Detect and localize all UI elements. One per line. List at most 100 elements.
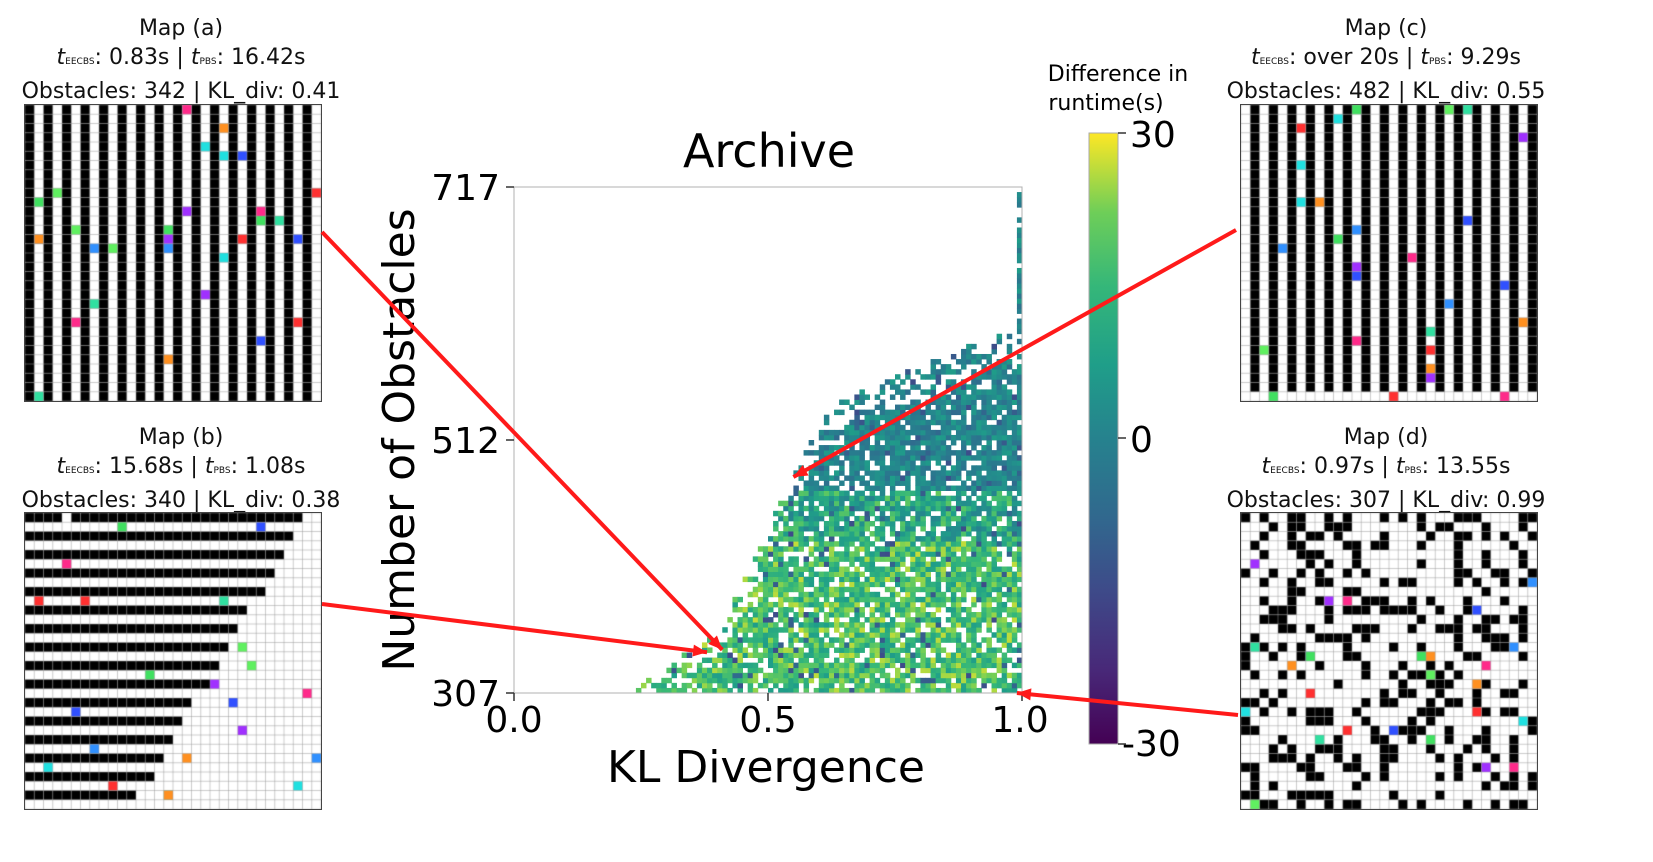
heatmap-cell [991, 379, 997, 385]
heatmap-cell [900, 510, 906, 517]
heatmap-cell [925, 409, 931, 416]
heatmap-cell [1016, 520, 1023, 527]
heatmap-cell [707, 687, 713, 694]
heatmap-cell [808, 475, 815, 481]
heatmap-cell [925, 677, 931, 684]
heatmap-cell [940, 419, 947, 426]
heatmap-cell [940, 404, 947, 411]
heatmap-cell [686, 652, 693, 658]
heatmap-cell [762, 576, 769, 583]
heatmap-cell [915, 440, 921, 446]
heatmap-cell [854, 470, 860, 476]
heatmap-cell [793, 556, 799, 562]
heatmap-cell [1001, 485, 1008, 491]
heatmap-cell [788, 662, 794, 669]
heatmap-cell [737, 672, 743, 679]
heatmap-cell [961, 541, 967, 547]
heatmap-cell [864, 576, 870, 583]
heatmap-cell [869, 531, 876, 537]
heatmap-cell [935, 601, 942, 608]
heatmap-cell [1011, 536, 1018, 542]
heatmap-cell [905, 369, 911, 375]
heatmap-cell [864, 632, 870, 638]
heatmap-cell [818, 601, 825, 608]
heatmap-cell [803, 505, 810, 512]
heatmap-cell [773, 526, 779, 532]
heatmap-cell [961, 455, 967, 461]
heatmap-cell [889, 409, 896, 416]
heatmap-cell [808, 561, 815, 567]
heatmap-cell [839, 490, 845, 497]
heatmap-cell [905, 460, 911, 466]
heatmap-cell [1006, 596, 1013, 603]
heatmap-cell [1011, 500, 1018, 507]
heatmap-cell [874, 475, 881, 481]
heatmap-cell [783, 500, 789, 507]
heatmap-cell [798, 566, 804, 572]
heatmap-cell [971, 566, 977, 572]
heatmap-cell [783, 576, 789, 583]
heatmap-cell [981, 682, 987, 689]
heatmap-cell [930, 419, 937, 426]
heatmap-cell [773, 536, 779, 542]
heatmap-cell [966, 343, 972, 350]
heatmap-cell [991, 404, 997, 411]
heatmap-cell [869, 419, 876, 426]
heatmap-cell [783, 561, 789, 567]
heatmap-cell [747, 591, 754, 598]
heatmap-cell [666, 687, 672, 694]
heatmap-cell [905, 536, 911, 542]
heatmap-cell [996, 374, 1003, 380]
heatmap-cell [996, 379, 1003, 385]
heatmap-cell [976, 556, 982, 562]
heatmap-cell [925, 490, 931, 497]
heatmap-cell [910, 424, 916, 431]
heatmap-cell [768, 687, 774, 694]
heatmap-cell [1016, 273, 1023, 279]
heatmap-cell [1006, 460, 1013, 466]
heatmap-cell [940, 566, 947, 572]
heatmap-cell [966, 394, 972, 400]
heatmap-cell [925, 429, 931, 436]
heatmap-cell [986, 374, 992, 380]
heatmap-cell [966, 556, 972, 562]
heatmap-cell [712, 687, 718, 694]
heatmap-cell [823, 470, 830, 476]
heatmap-cell [966, 429, 972, 436]
heatmap-cell [834, 551, 840, 557]
heatmap-cell [762, 652, 769, 658]
heatmap-cell [732, 637, 738, 643]
heatmap-cell [920, 429, 926, 436]
heatmap-cell [869, 682, 876, 689]
heatmap-cell [971, 561, 977, 567]
heatmap-cell [1011, 520, 1018, 527]
heatmap-cell [869, 667, 876, 674]
heatmap-cell [828, 662, 835, 669]
heatmap-cell [884, 424, 891, 431]
heatmap-cell [778, 510, 784, 517]
heatmap-cell [895, 581, 901, 588]
heatmap-cell [818, 455, 825, 461]
heatmap-cell [920, 409, 926, 416]
heatmap-cell [935, 677, 942, 684]
heatmap-cell [981, 677, 987, 684]
heatmap-cell [768, 571, 774, 578]
heatmap-cell [991, 632, 997, 638]
heatmap-cell [818, 546, 825, 552]
heatmap-cell [874, 601, 881, 608]
heatmap-cell [950, 495, 957, 502]
heatmap-cell [879, 450, 886, 456]
heatmap-cell [895, 546, 901, 552]
heatmap-cell [1011, 374, 1018, 380]
heatmap-cell [966, 526, 972, 532]
heatmap-cell [834, 561, 840, 567]
heatmap-cell [874, 642, 881, 648]
heatmap-cell [803, 536, 810, 542]
heatmap-cell [920, 389, 926, 395]
heatmap-cell [879, 581, 886, 588]
heatmap-cell [925, 657, 931, 664]
heatmap-cell [925, 662, 931, 669]
heatmap-cell [955, 409, 962, 416]
heatmap-cell [955, 429, 962, 436]
heatmap-cell [915, 652, 921, 658]
